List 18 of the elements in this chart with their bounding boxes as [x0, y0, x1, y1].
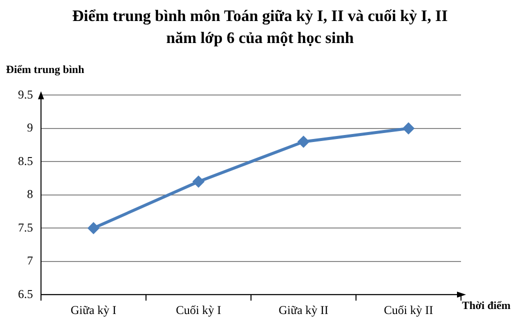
y-tick-label: 8	[27, 187, 33, 202]
y-tick-label: 7.5	[18, 220, 33, 234]
chart-title: Điểm trung bình môn Toán giữa kỳ I, II và cuối kỳ I, II năm lớp 6 của một học sinh	[71, 7, 449, 49]
point	[403, 122, 414, 134]
y-tick-label: 9.5	[18, 87, 33, 102]
y-tick-label: 8.5	[18, 154, 33, 168]
x-tick-label: Giữa kỳ II	[278, 302, 328, 317]
x-tick-label: Cuối kỳ II	[384, 302, 434, 317]
y-tick-label: 7	[27, 254, 33, 268]
y-tick-label: 9	[27, 120, 33, 135]
y-axis-title: Điểm trung bình	[6, 64, 84, 76]
point	[298, 136, 309, 148]
point	[193, 176, 204, 188]
y-tick-label: 6.5	[18, 286, 33, 301]
x-axis-title: Thời điểm	[462, 300, 511, 312]
x-tick-label: Cuối kỳ I	[176, 302, 222, 317]
point	[88, 222, 99, 234]
x-tick-label: Giữa kỳ I	[70, 302, 116, 317]
